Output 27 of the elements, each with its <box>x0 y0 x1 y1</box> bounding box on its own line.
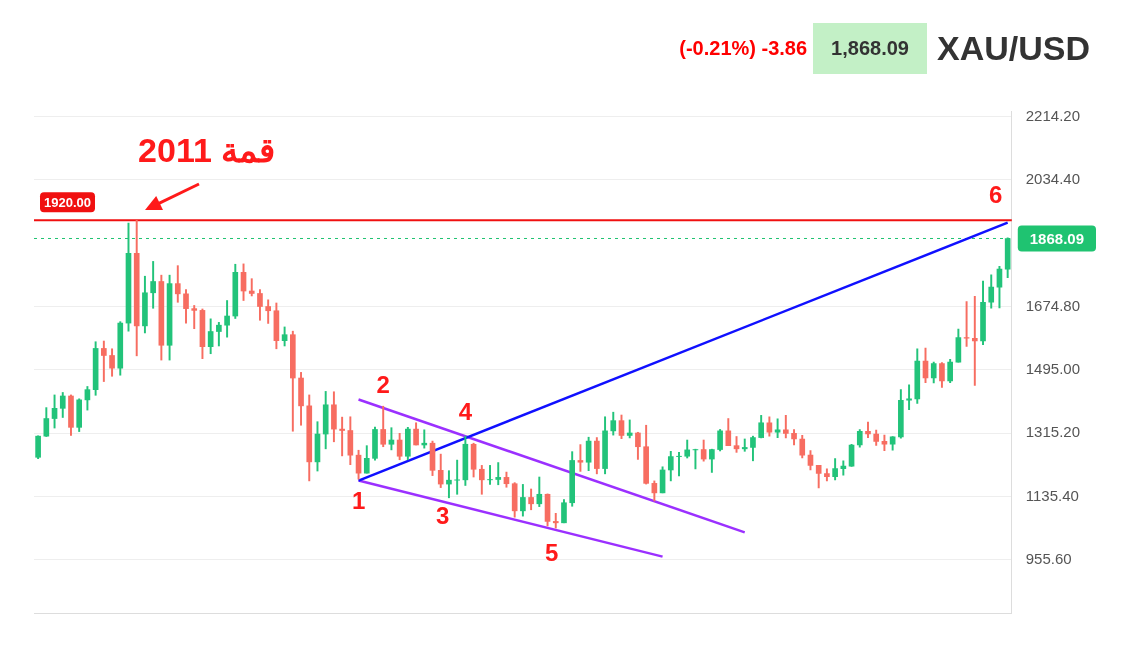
y-tick-label: 1495.00 <box>1025 360 1081 378</box>
candlestick <box>963 301 970 347</box>
ref-line-label: 1920.00 <box>44 194 91 210</box>
candlestick <box>676 452 682 477</box>
candlestick <box>454 459 460 495</box>
y-tick-label: 2034.40 <box>1025 170 1081 188</box>
annotation: 2 <box>376 370 390 398</box>
text: 1,868.09 <box>813 22 927 74</box>
annotation: قمة 2011 <box>138 130 276 169</box>
annotation: 5 <box>545 538 559 566</box>
y-tick-label: 1135.40 <box>1025 486 1079 504</box>
ref-line-label: 1868.09 <box>1029 229 1085 247</box>
y-tick-label: 2214.20 <box>1025 106 1081 124</box>
y-tick-label: 1315.20 <box>1025 423 1081 441</box>
annotation: 1 <box>351 487 366 515</box>
candlestick <box>339 416 345 457</box>
candlestick <box>906 384 912 411</box>
y-tick-label: 1674.80 <box>1025 296 1081 314</box>
candlestick <box>577 444 584 472</box>
candlestick <box>487 465 493 485</box>
annotation: 3 <box>436 502 450 530</box>
annotation: 6 <box>988 180 1003 208</box>
y-tick-label: 955.60 <box>1025 550 1072 568</box>
candlestick <box>971 295 978 386</box>
annotation: 4 <box>458 398 473 426</box>
text: (-0.21%) -3.86 <box>679 36 808 60</box>
chart-title: XAU/USD <box>936 28 1090 68</box>
